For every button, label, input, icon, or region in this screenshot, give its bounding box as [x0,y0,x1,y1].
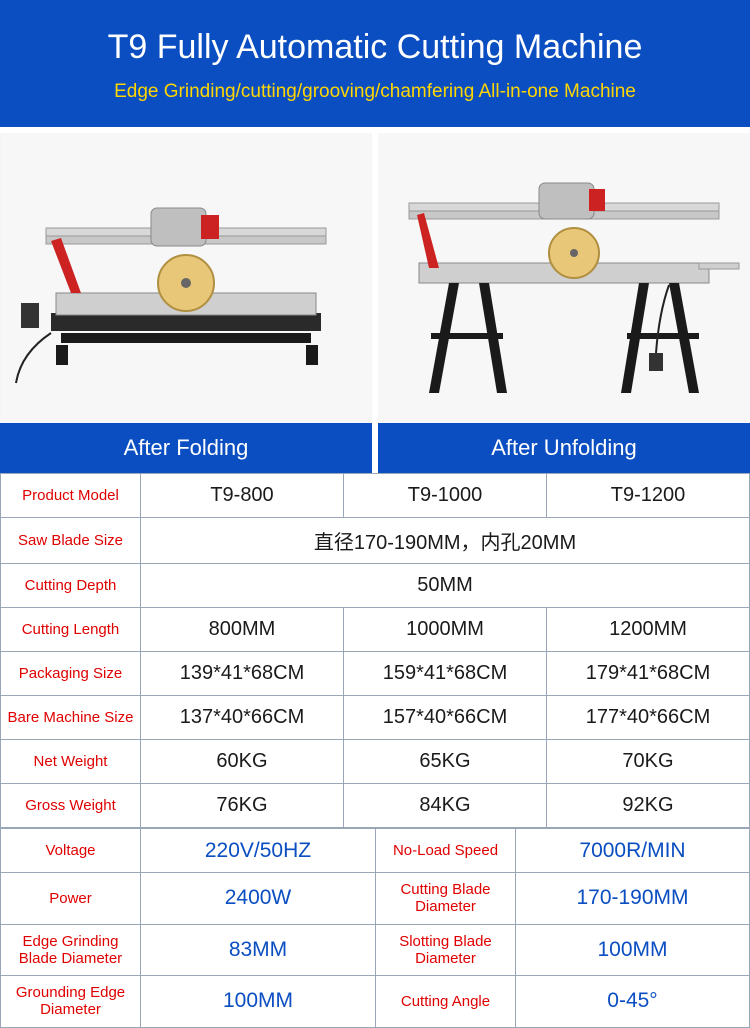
label-packaging-size: Packaging Size [1,652,141,696]
product-images-row: After Folding [0,127,750,473]
label-voltage: Voltage [1,829,141,873]
label-bare-machine-size: Bare Machine Size [1,696,141,740]
value-model-3: T9-1200 [547,474,750,518]
header-banner: T9 Fully Automatic Cutting Machine Edge … [0,0,750,127]
value-bare-machine-size-1: 137*40*66CM [141,696,344,740]
row-cutting-depth: Cutting Depth 50MM [1,564,750,608]
image-column-unfolded: After Unfolding [378,133,750,473]
label-product-model: Product Model [1,474,141,518]
machine-unfolded-svg [378,133,750,423]
label-noload-speed: No-Load Speed [376,829,516,873]
value-packaging-size-1: 139*41*68CM [141,652,344,696]
page-subtitle: Edge Grinding/cutting/grooving/chamferin… [20,81,730,103]
value-cutting-length-2: 1000MM [344,608,547,652]
label-cutting-angle: Cutting Angle [376,976,516,1028]
label-net-weight: Net Weight [1,740,141,784]
label-cutting-blade-dia: Cutting Blade Diameter [376,873,516,925]
value-packaging-size-2: 159*41*68CM [344,652,547,696]
label-slotting-blade-dia: Slotting Blade Diameter [376,924,516,976]
row-gross-weight: Gross Weight 76KG 84KG 92KG [1,784,750,828]
label-edge-grinding-dia: Edge Grinding Blade Diameter [1,924,141,976]
row-saw-blade-size: Saw Blade Size 直径170-190MM，内孔20MM [1,518,750,564]
row-power-cutblade: Power 2400W Cutting Blade Diameter 170-1… [1,873,750,925]
value-gross-weight-1: 76KG [141,784,344,828]
spec-table-params: Voltage 220V/50HZ No-Load Speed 7000R/MI… [0,828,750,1028]
image-column-folded: After Folding [0,133,372,473]
label-saw-blade-size: Saw Blade Size [1,518,141,564]
spec-table-models: Product Model T9-800 T9-1000 T9-1200 Saw… [0,473,750,828]
page-title: T9 Fully Automatic Cutting Machine [20,28,730,67]
row-edge-slotting: Edge Grinding Blade Diameter 83MM Slotti… [1,924,750,976]
value-gross-weight-3: 92KG [547,784,750,828]
value-cutting-blade-dia: 170-190MM [516,873,750,925]
row-packaging-size: Packaging Size 139*41*68CM 159*41*68CM 1… [1,652,750,696]
row-net-weight: Net Weight 60KG 65KG 70KG [1,740,750,784]
label-cutting-depth: Cutting Depth [1,564,141,608]
value-cutting-length-3: 1200MM [547,608,750,652]
row-cutting-length: Cutting Length 800MM 1000MM 1200MM [1,608,750,652]
row-bare-machine-size: Bare Machine Size 137*40*66CM 157*40*66C… [1,696,750,740]
row-voltage-speed: Voltage 220V/50HZ No-Load Speed 7000R/MI… [1,829,750,873]
value-gross-weight-2: 84KG [344,784,547,828]
row-product-model: Product Model T9-800 T9-1000 T9-1200 [1,474,750,518]
value-net-weight-1: 60KG [141,740,344,784]
label-gross-weight: Gross Weight [1,784,141,828]
value-saw-blade-size: 直径170-190MM，内孔20MM [141,518,750,564]
value-slotting-blade-dia: 100MM [516,924,750,976]
label-power: Power [1,873,141,925]
value-voltage: 220V/50HZ [141,829,376,873]
machine-image-unfolded [378,133,750,423]
value-model-2: T9-1000 [344,474,547,518]
value-bare-machine-size-2: 157*40*66CM [344,696,547,740]
value-edge-grinding-dia: 83MM [141,924,376,976]
value-net-weight-3: 70KG [547,740,750,784]
value-cutting-length-1: 800MM [141,608,344,652]
value-model-1: T9-800 [141,474,344,518]
caption-folded: After Folding [0,423,372,473]
value-power: 2400W [141,873,376,925]
caption-unfolded: After Unfolding [378,423,750,473]
value-noload-speed: 7000R/MIN [516,829,750,873]
value-cutting-angle: 0-45° [516,976,750,1028]
row-grounding-angle: Grounding Edge Diameter 100MM Cutting An… [1,976,750,1028]
value-cutting-depth: 50MM [141,564,750,608]
value-packaging-size-3: 179*41*68CM [547,652,750,696]
value-net-weight-2: 65KG [344,740,547,784]
label-grounding-edge-dia: Grounding Edge Diameter [1,976,141,1028]
label-cutting-length: Cutting Length [1,608,141,652]
value-bare-machine-size-3: 177*40*66CM [547,696,750,740]
machine-image-folded [0,133,372,423]
machine-folded-svg [0,133,372,423]
value-grounding-edge-dia: 100MM [141,976,376,1028]
